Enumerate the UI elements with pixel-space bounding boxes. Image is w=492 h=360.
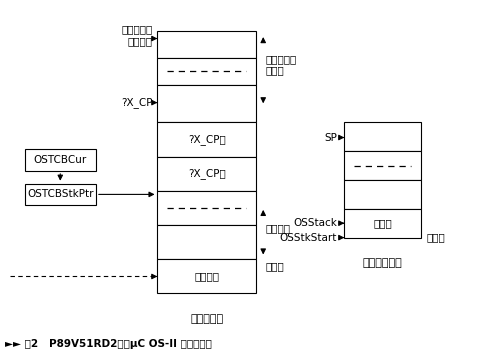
Text: ?X_CP: ?X_CP — [121, 97, 153, 108]
Bar — [344, 122, 421, 151]
Bar — [157, 259, 256, 293]
Text: ?X_CP低: ?X_CP低 — [188, 134, 225, 145]
Text: 有效长度: 有效长度 — [266, 224, 291, 234]
Bar — [25, 149, 96, 171]
Bar — [157, 31, 256, 58]
Text: OSStack: OSStack — [293, 218, 337, 228]
Text: OSTCBStkPtr: OSTCBStkPtr — [27, 189, 93, 199]
Bar — [25, 184, 96, 205]
Text: 可重入函数
模拟栈: 可重入函数 模拟栈 — [266, 54, 297, 76]
Bar — [157, 225, 256, 259]
Text: OSTCBCur: OSTCBCur — [33, 155, 87, 165]
Bar — [157, 85, 256, 122]
Text: ?X_CP高: ?X_CP高 — [188, 168, 225, 179]
Bar — [157, 58, 256, 85]
Text: 有效长度: 有效长度 — [194, 271, 219, 281]
Text: 任务模拟栈: 任务模拟栈 — [190, 314, 223, 324]
Text: 任务模拟栈
最高地址: 任务模拟栈 最高地址 — [121, 24, 153, 46]
Text: 系统硬件堆栈: 系统硬件堆栈 — [363, 258, 402, 268]
Bar — [344, 209, 421, 238]
Bar — [157, 191, 256, 225]
Text: OSStkStart: OSStkStart — [279, 233, 337, 243]
Bar — [344, 180, 421, 209]
Bar — [157, 122, 256, 157]
Text: ►► 图2   P89V51RD2移植μC OS-II 的堆栈结构: ►► 图2 P89V51RD2移植μC OS-II 的堆栈结构 — [5, 339, 212, 349]
Text: 低地址: 低地址 — [266, 261, 284, 271]
Bar — [344, 151, 421, 180]
Text: 低地址: 低地址 — [427, 233, 445, 243]
Bar — [157, 157, 256, 191]
Text: 不关心: 不关心 — [373, 218, 392, 228]
Text: SP: SP — [324, 132, 337, 143]
